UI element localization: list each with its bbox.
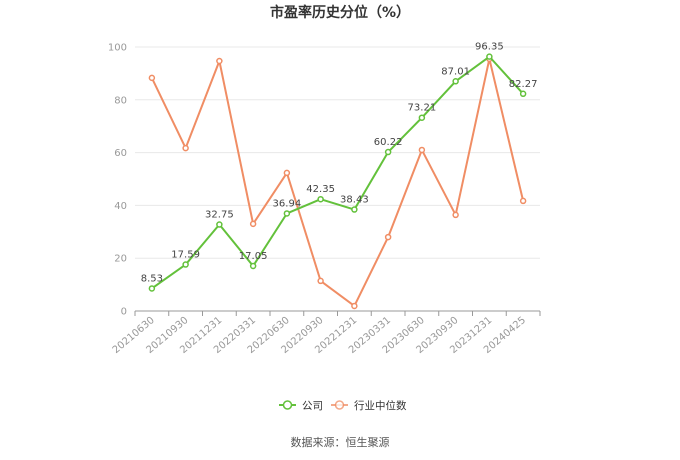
legend-label-industry-median: 行业中位数 [354, 399, 407, 412]
data-label-company: 38.43 [340, 195, 369, 206]
data-point-industry-median[interactable] [351, 302, 358, 310]
y-tick-label: 80 [114, 95, 127, 106]
data-point-company[interactable] [283, 210, 291, 217]
y-tick-label: 0 [121, 307, 127, 318]
series-layer [148, 53, 527, 310]
chart-title: 市盈率历史分位（%） [270, 4, 410, 21]
y-tick-label: 100 [108, 43, 127, 54]
data-point-industry-median[interactable] [418, 146, 426, 154]
data-label-company: 73.21 [408, 103, 437, 114]
data-point-industry-median[interactable] [384, 233, 392, 241]
data-point-industry-median[interactable] [216, 57, 223, 65]
legend-marker-icon-company [282, 400, 293, 410]
legend-item-company[interactable]: 公司 [279, 400, 323, 412]
data-point-company[interactable] [249, 262, 257, 270]
data-point-company[interactable] [384, 148, 392, 156]
data-label-company: 32.75 [205, 210, 234, 221]
series-line-industry-median [150, 57, 525, 307]
y-tick-label: 40 [114, 201, 127, 212]
y-axis: 0 20 40 60 80 100 [108, 43, 127, 318]
legend-item-industry-median[interactable]: 行业中位数 [331, 399, 407, 412]
series-industry-median [148, 55, 527, 310]
series-company [148, 53, 527, 292]
data-label-company: 87.01 [441, 66, 470, 77]
data-point-industry-median[interactable] [148, 74, 156, 82]
series-line-company [151, 55, 524, 290]
grid-lines [135, 46, 540, 259]
x-axis: 2021063020210930202112312022033120220630… [111, 310, 541, 356]
data-label-company: 17.05 [239, 251, 268, 262]
data-label-company: 42.35 [306, 184, 335, 195]
data-point-company[interactable] [351, 206, 358, 213]
data-point-company[interactable] [216, 221, 223, 228]
source-note: 数据来源：恒生聚源 [291, 435, 390, 449]
y-tick-label: 60 [114, 148, 127, 159]
legend-marker-icon-industry-median [334, 400, 345, 410]
data-point-company[interactable] [519, 90, 527, 98]
data-point-company[interactable] [452, 78, 459, 85]
data-point-industry-median[interactable] [182, 144, 189, 152]
data-label-company: 60.22 [374, 137, 403, 148]
data-point-company[interactable] [148, 285, 156, 292]
legend: 公司 行业中位数 [279, 399, 407, 412]
data-point-company[interactable] [317, 195, 324, 203]
y-tick-label: 20 [114, 254, 127, 265]
data-label-company: 36.94 [273, 198, 302, 209]
legend-label-company: 公司 [302, 400, 323, 412]
data-labels: 8.53 17.59 32.75 17.05 36.94 42.35 38.43 60.22 7… [141, 42, 538, 285]
data-point-industry-median[interactable] [283, 169, 291, 177]
data-label-company: 17.59 [171, 250, 200, 261]
data-point-industry-median[interactable] [249, 220, 257, 228]
data-point-industry-median[interactable] [519, 197, 527, 205]
data-label-company: 82.27 [509, 79, 538, 90]
data-point-industry-median[interactable] [317, 277, 324, 285]
data-point-company[interactable] [486, 53, 493, 60]
data-point-company[interactable] [182, 261, 189, 268]
data-point-company[interactable] [418, 114, 426, 121]
data-label-company: 96.35 [475, 42, 504, 53]
data-point-industry-median[interactable] [452, 211, 459, 219]
data-label-company: 8.53 [141, 273, 163, 284]
